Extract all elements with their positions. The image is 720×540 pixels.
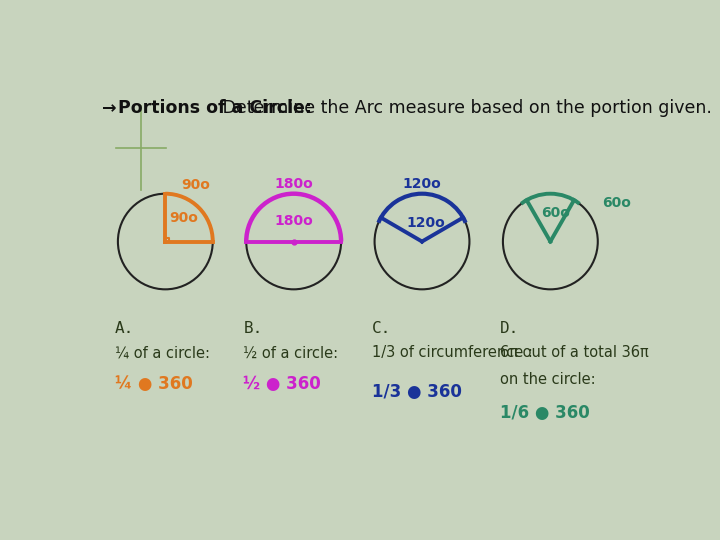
Text: ½ of a circle:: ½ of a circle: xyxy=(243,346,338,361)
Text: 90o: 90o xyxy=(169,211,198,225)
Text: A.: A. xyxy=(115,321,135,335)
Text: Determine the Arc measure based on the portion given.: Determine the Arc measure based on the p… xyxy=(217,99,712,118)
Text: 1/6 ● 360: 1/6 ● 360 xyxy=(500,404,590,422)
Text: ½ ● 360: ½ ● 360 xyxy=(243,375,321,393)
Text: on the circle:: on the circle: xyxy=(500,373,595,388)
Text: 1/3 ● 360: 1/3 ● 360 xyxy=(372,383,462,401)
Text: D.: D. xyxy=(500,321,519,335)
Text: Portions of a Circle:: Portions of a Circle: xyxy=(118,99,312,118)
Text: 180o: 180o xyxy=(274,214,313,228)
Text: 60o: 60o xyxy=(541,206,570,220)
Text: 120o: 120o xyxy=(406,217,445,231)
Text: 180o: 180o xyxy=(274,177,313,191)
Text: ¼ ● 360: ¼ ● 360 xyxy=(115,375,193,393)
Text: 1/3 of circumference :: 1/3 of circumference : xyxy=(372,346,533,361)
Text: →: → xyxy=(102,99,123,118)
Text: 90o: 90o xyxy=(181,178,210,192)
Text: 60o: 60o xyxy=(603,196,631,210)
Text: C.: C. xyxy=(372,321,391,335)
Text: 6π out of a total 36π: 6π out of a total 36π xyxy=(500,346,649,361)
Text: B.: B. xyxy=(243,321,263,335)
Text: ¼ of a circle:: ¼ of a circle: xyxy=(115,346,210,361)
Text: 120o: 120o xyxy=(402,177,441,191)
